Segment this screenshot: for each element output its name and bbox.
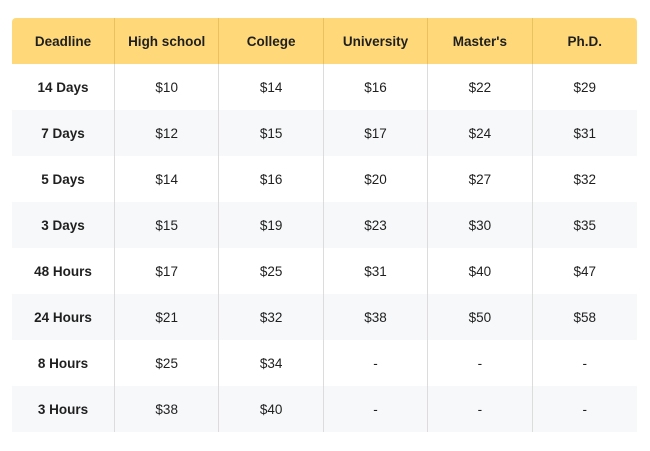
price-cell: -	[532, 340, 637, 386]
price-cell: $14	[219, 64, 324, 110]
price-cell: $22	[428, 64, 533, 110]
price-cell: -	[428, 340, 533, 386]
price-cell: $16	[323, 64, 429, 110]
table-row: 8 Hours $25 $34 - - -	[12, 340, 637, 386]
table-row: 7 Days $12 $15 $17 $24 $31	[12, 110, 637, 156]
price-cell: $29	[532, 64, 637, 110]
deadline-cell: 48 Hours	[12, 248, 115, 294]
price-cell: $21	[115, 294, 220, 340]
price-cell: $34	[219, 340, 324, 386]
price-cell: $23	[323, 202, 429, 248]
price-cell: $19	[219, 202, 324, 248]
deadline-cell: 8 Hours	[12, 340, 115, 386]
price-cell: $47	[532, 248, 637, 294]
price-cell: -	[323, 340, 429, 386]
price-cell: $10	[115, 64, 220, 110]
table-body: 14 Days $10 $14 $16 $22 $29 7 Days $12 $…	[12, 64, 637, 432]
price-cell: $58	[532, 294, 637, 340]
pricing-table: Deadline High school College University …	[12, 18, 637, 432]
header-college: College	[219, 18, 324, 64]
header-high-school: High school	[115, 18, 220, 64]
price-cell: $35	[532, 202, 637, 248]
price-cell: $14	[115, 156, 220, 202]
price-cell: $40	[428, 248, 533, 294]
price-cell: $32	[219, 294, 324, 340]
table-row: 3 Days $15 $19 $23 $30 $35	[12, 202, 637, 248]
price-cell: $15	[115, 202, 220, 248]
deadline-cell: 3 Days	[12, 202, 115, 248]
price-cell: $32	[532, 156, 637, 202]
table-row: 24 Hours $21 $32 $38 $50 $58	[12, 294, 637, 340]
pricing-table-container: Deadline High school College University …	[12, 18, 637, 432]
deadline-cell: 3 Hours	[12, 386, 115, 432]
header-deadline: Deadline	[12, 18, 115, 64]
table-header: Deadline High school College University …	[12, 18, 637, 64]
price-cell: $38	[115, 386, 220, 432]
header-university: University	[323, 18, 429, 64]
price-cell: -	[323, 386, 429, 432]
price-cell: $40	[219, 386, 324, 432]
price-cell: $20	[323, 156, 429, 202]
header-row: Deadline High school College University …	[12, 18, 637, 64]
price-cell: -	[428, 386, 533, 432]
price-cell: $38	[323, 294, 429, 340]
header-phd: Ph.D.	[532, 18, 637, 64]
header-masters: Master's	[428, 18, 533, 64]
price-cell: $30	[428, 202, 533, 248]
price-cell: $15	[219, 110, 324, 156]
table-row: 5 Days $14 $16 $20 $27 $32	[12, 156, 637, 202]
deadline-cell: 24 Hours	[12, 294, 115, 340]
price-cell: -	[532, 386, 637, 432]
price-cell: $25	[219, 248, 324, 294]
table-row: 48 Hours $17 $25 $31 $40 $47	[12, 248, 637, 294]
price-cell: $31	[323, 248, 429, 294]
price-cell: $24	[428, 110, 533, 156]
price-cell: $50	[428, 294, 533, 340]
table-row: 3 Hours $38 $40 - - -	[12, 386, 637, 432]
deadline-cell: 5 Days	[12, 156, 115, 202]
deadline-cell: 7 Days	[12, 110, 115, 156]
table-row: 14 Days $10 $14 $16 $22 $29	[12, 64, 637, 110]
price-cell: $31	[532, 110, 637, 156]
deadline-cell: 14 Days	[12, 64, 115, 110]
price-cell: $25	[115, 340, 220, 386]
price-cell: $17	[115, 248, 220, 294]
price-cell: $27	[428, 156, 533, 202]
price-cell: $17	[323, 110, 429, 156]
price-cell: $16	[219, 156, 324, 202]
price-cell: $12	[115, 110, 220, 156]
